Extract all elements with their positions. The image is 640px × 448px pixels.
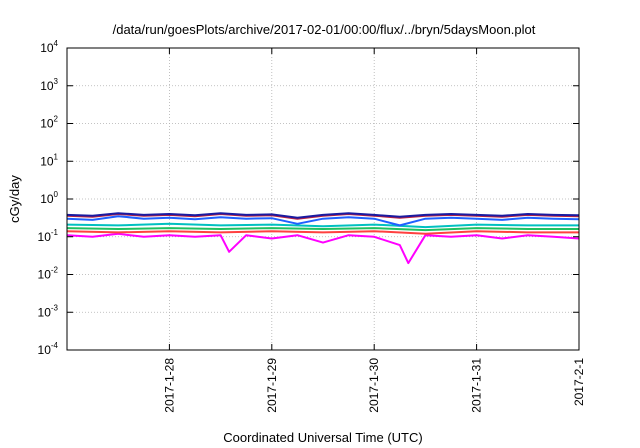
- y-tick-label: 101: [40, 152, 58, 168]
- x-tick-label: 2017-1-28: [162, 358, 176, 413]
- y-tick-label: 10-1: [38, 228, 59, 244]
- x-tick-label: 2017-1-30: [367, 358, 381, 413]
- x-tick-label: 2017-2-1: [572, 358, 586, 406]
- y-tick-label: 10-3: [38, 303, 59, 319]
- series-line: [66, 232, 580, 265]
- series-layer: [66, 212, 580, 265]
- x-tick-label: 2017-1-29: [265, 358, 279, 413]
- y-axis: 10-4 10-3 10-2 10-1 100 101 102 103 104: [38, 39, 579, 357]
- y-tick-label: 10-2: [38, 266, 59, 282]
- x-axis: 2017-1-28 2017-1-29 2017-1-30 2017-1-31 2017…: [162, 48, 586, 413]
- y-tick-label: 100: [40, 190, 58, 206]
- chart-title: /data/run/goesPlots/archive/2017-02-01/0…: [113, 22, 536, 37]
- series-line: [66, 212, 580, 219]
- y-axis-label: cGy/day: [7, 175, 22, 223]
- y-tick-label: 104: [40, 39, 58, 55]
- x-axis-label: Coordinated Universal Time (UTC): [223, 430, 422, 445]
- y-tick-label: 10-4: [38, 341, 59, 357]
- series-line: [66, 215, 580, 227]
- series-line: [66, 227, 579, 232]
- y-tick-label: 103: [40, 77, 58, 93]
- y-tick-label: 102: [40, 115, 58, 131]
- grid: [67, 48, 580, 350]
- x-tick-label: 2017-1-31: [470, 358, 484, 413]
- series-line: [66, 222, 579, 229]
- series-line: [66, 230, 579, 235]
